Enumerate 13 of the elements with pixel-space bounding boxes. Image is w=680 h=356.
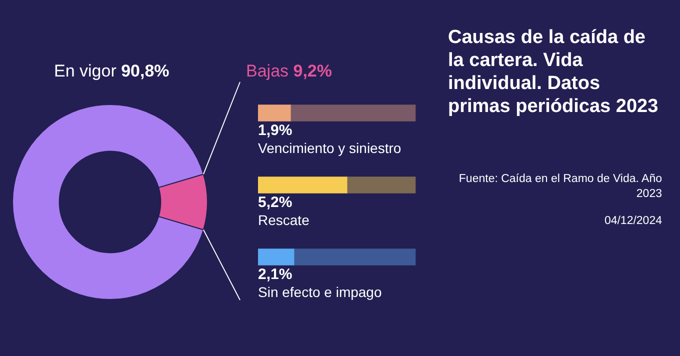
data-label: 9,2% (293, 62, 332, 81)
y-tick-label: Vencimiento y siniestro (258, 140, 402, 156)
slice-label: En vigor (54, 62, 122, 81)
data-label: 90,8% (121, 62, 170, 81)
y-tick-label: Sin efecto e impago (258, 284, 382, 300)
text: Causas de la caída de la cartera. Vida individual. Datos primas periódicas 2023 (448, 26, 660, 118)
data-label: 5,2% (258, 194, 292, 212)
text: 04/12/2024 (603, 214, 662, 229)
data-label: 2,1% (258, 266, 292, 284)
data-label: 1,9% (258, 122, 292, 140)
slice-label: Bajas (246, 62, 294, 81)
source-note: Fuente: Caída en el Ramo de Vida. Año 2023 (458, 172, 662, 202)
y-tick-label: Rescate (258, 212, 310, 228)
